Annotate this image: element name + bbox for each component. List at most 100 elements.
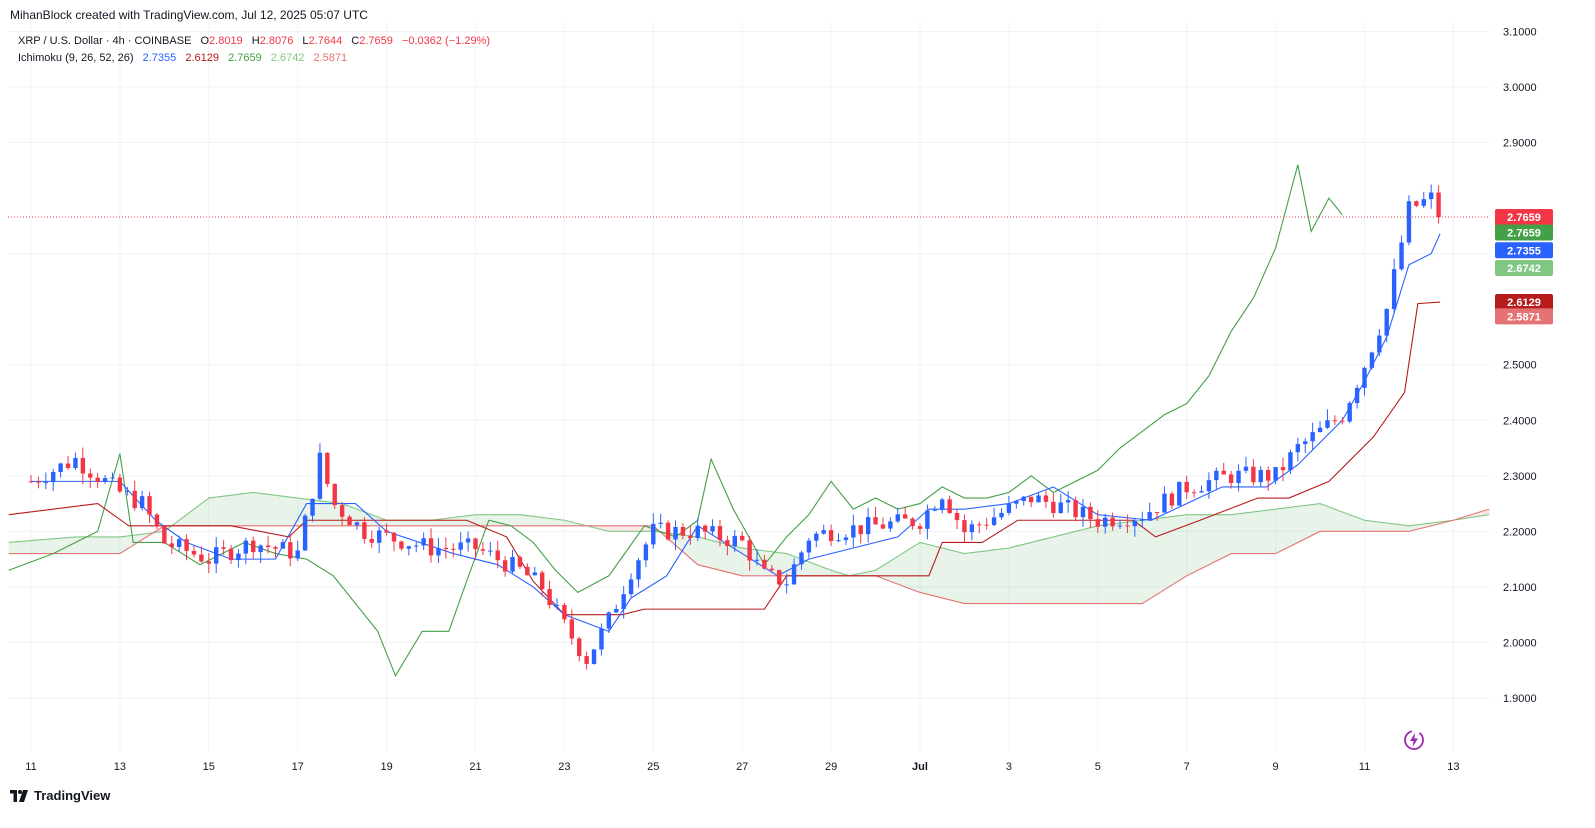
cloud-segment [408, 520, 414, 526]
cloud-segment [1342, 511, 1347, 532]
symbol-label[interactable]: XRP / U.S. Dollar · 4h · COINBASE [18, 35, 192, 47]
cloud-segment [559, 519, 565, 526]
cloud-segment [8, 542, 14, 554]
price-tick-label: 2.2000 [1503, 526, 1537, 538]
candle-body [925, 510, 930, 529]
cloud-segment [177, 518, 183, 526]
candle-body [665, 522, 671, 540]
cloud-segment [902, 550, 907, 588]
time-tick-label: 3 [1006, 761, 1012, 773]
cloud-segment [439, 518, 445, 526]
cloud-segment [995, 549, 1001, 604]
candle-body [910, 518, 915, 527]
cloud-segment [257, 493, 263, 526]
candle-body [488, 550, 493, 552]
candle-body [725, 540, 730, 547]
candle-body [814, 533, 819, 541]
cloud-segment [1280, 508, 1285, 552]
cloud-segment [444, 518, 449, 526]
cloud-segment [1200, 514, 1205, 570]
candle-body [154, 514, 160, 527]
cloud-segment [119, 536, 125, 554]
cloud-segment [226, 495, 232, 526]
cloud-segment [262, 493, 267, 526]
candle-body [591, 649, 597, 664]
candle-body [1006, 503, 1012, 513]
candle-body [821, 530, 826, 534]
candle-body [147, 496, 152, 515]
cloud-segment [1164, 516, 1169, 590]
base-line [8, 301, 1441, 616]
cloud-segment [1093, 525, 1098, 604]
candle-body [139, 496, 145, 509]
candle-body [1362, 367, 1367, 388]
cloud-segment [462, 515, 467, 526]
cloud-segment [1217, 514, 1223, 561]
candle-body [784, 584, 789, 586]
candle-body [762, 559, 767, 569]
candle-body [984, 524, 989, 526]
price-chart[interactable]: 3.10003.00002.90002.70002.50002.40002.30… [0, 22, 1595, 780]
cloud-segment [284, 496, 289, 526]
cloud-segment [1253, 511, 1258, 554]
symbol-legend-row: XRP / U.S. Dollar · 4h · COINBASE O2.801… [18, 33, 496, 50]
cloud-segment [426, 520, 432, 526]
cloud-segment [1151, 518, 1156, 599]
time-tick-label: 11 [1359, 761, 1370, 773]
cloud-segment [1271, 509, 1276, 554]
cloud-segment [253, 492, 258, 526]
candle-body [717, 526, 723, 541]
candle-body [206, 561, 211, 564]
candle-body [1154, 512, 1160, 514]
price-axis[interactable]: 3.10003.00002.90002.70002.50002.40002.30… [1503, 26, 1537, 705]
cloud-segment [920, 542, 925, 594]
cloud-segment [617, 525, 623, 532]
lightning-icon[interactable] [1402, 728, 1426, 752]
cloud-segment [1044, 538, 1049, 604]
cloud-segment [804, 560, 809, 576]
cloud-segment [71, 536, 76, 554]
cloud-segment [706, 539, 712, 569]
cloud-segment [924, 543, 929, 595]
cloud-segment [186, 511, 192, 526]
candle-body [1199, 491, 1204, 493]
cloud-segment [511, 514, 516, 526]
cloud-segment [208, 497, 214, 526]
candle-body [391, 532, 397, 542]
cloud-segment [1355, 516, 1361, 532]
candle-body [1295, 444, 1301, 453]
candle-body [569, 619, 575, 639]
cloud-segment [542, 517, 547, 526]
candle-body [1317, 427, 1323, 433]
candle-body [1073, 500, 1078, 518]
indicator-label[interactable]: Ichimoku (9, 26, 52, 26) [18, 52, 134, 64]
cloud-segment [239, 493, 245, 526]
cloud-segment [871, 570, 876, 576]
time-tick-label: 11 [25, 761, 36, 773]
candle-body [962, 520, 967, 533]
candle-body [406, 546, 412, 549]
candle-body [547, 589, 552, 606]
candle-body [80, 457, 86, 474]
price-marker-badge [1495, 308, 1553, 325]
candle-body [236, 553, 241, 561]
cloud-segment [1035, 540, 1041, 604]
candle-body [1184, 481, 1189, 493]
cloud-segment [977, 551, 983, 604]
cloud-segment [22, 540, 27, 554]
cloud-segment [457, 516, 463, 526]
candle-body [1080, 506, 1086, 518]
cloud-segment [613, 525, 618, 532]
candle-body [754, 559, 760, 561]
cloud-segment [1075, 530, 1081, 604]
candle-body [332, 483, 337, 506]
open-value: 2.8019 [209, 35, 243, 47]
cloud-segment [1382, 522, 1387, 532]
cloud-segment [546, 518, 552, 526]
candle-body [1377, 335, 1382, 353]
tradingview-footer[interactable]: TradingView [10, 788, 110, 803]
candle-body [176, 539, 182, 547]
candle-body [132, 490, 137, 509]
cloud-segment [1053, 535, 1058, 604]
time-axis[interactable]: 11 13 15 17 19 21 23 25 27 29 Jul 3 5 7 9 11 13 [25, 761, 1459, 773]
